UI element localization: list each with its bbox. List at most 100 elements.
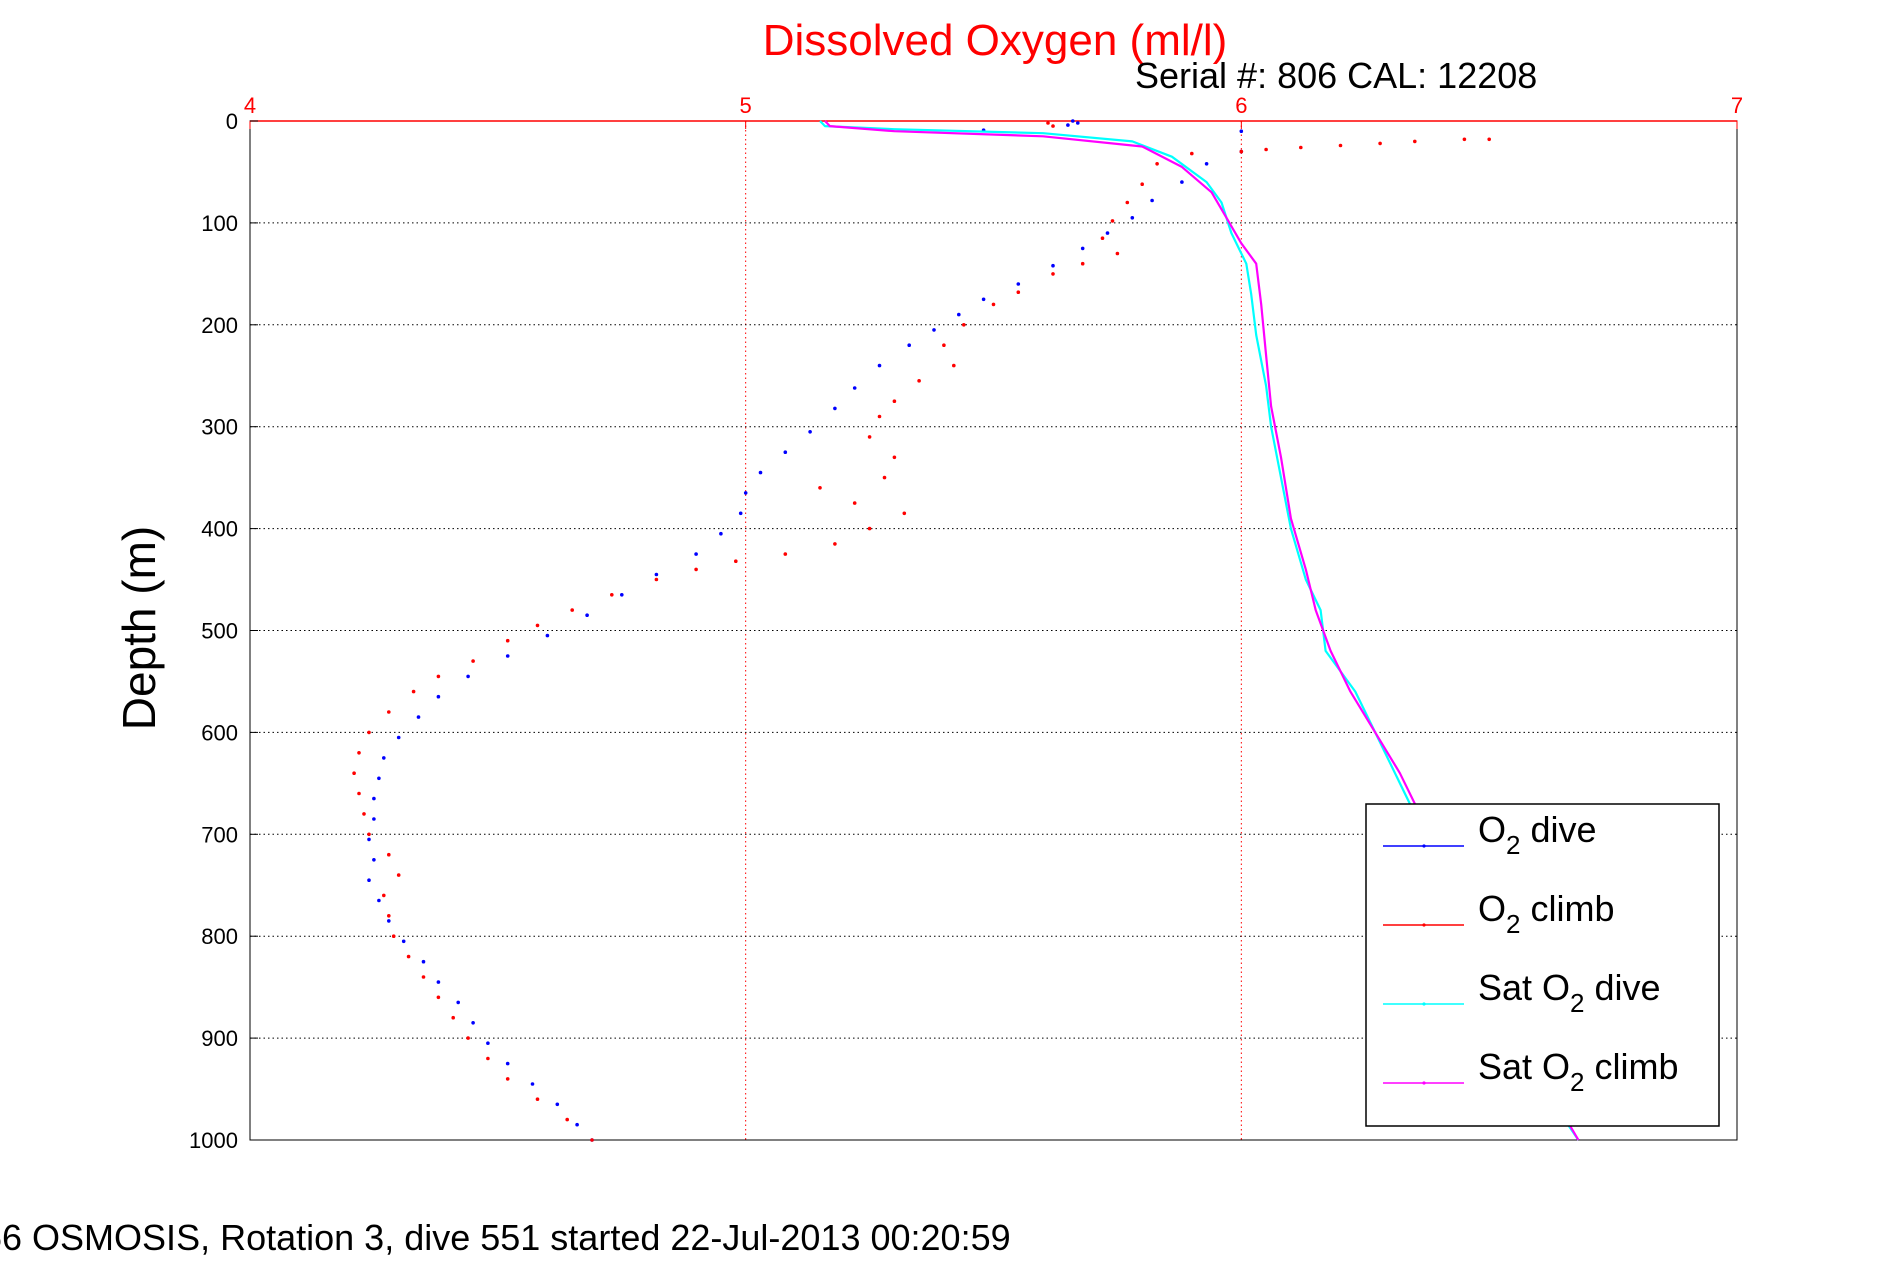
data-point-o2_climb (382, 893, 386, 898)
data-point-o2_climb (818, 486, 822, 490)
chart-subtitle: Serial #: 806 CAL: 12208 (1135, 55, 1537, 96)
data-point-o2_climb (1299, 145, 1303, 150)
data-point-o2_dive (555, 1102, 560, 1107)
data-point-o2_dive (367, 837, 371, 842)
data-point-o2_dive (471, 1021, 475, 1025)
data-point-o2_dive (545, 633, 550, 638)
data-point-o2_climb (694, 567, 698, 572)
data-point-o2_dive (719, 531, 723, 536)
data-point-o2_dive (505, 654, 510, 658)
data-point-o2_climb (1264, 147, 1268, 152)
y-tick-label: 200 (201, 313, 238, 338)
data-point-o2_climb (362, 812, 366, 816)
data-point-o2_climb (1051, 124, 1055, 128)
data-point-o2_climb (486, 1056, 490, 1061)
data-point-o2_climb (391, 934, 396, 938)
data-point-o2_dive (377, 776, 381, 781)
data-point-o2_dive (466, 674, 470, 679)
data-point-o2_dive (1130, 216, 1135, 220)
data-point-o2_climb (471, 659, 475, 663)
data-point-o2_dive (372, 796, 376, 801)
data-point-o2_dive (382, 756, 386, 760)
data-point-o2_dive (1105, 231, 1110, 235)
legend-label-o2_climb: O2 climb (1478, 888, 1615, 939)
data-point-o2_climb (535, 623, 540, 628)
y-tick-label: 600 (201, 720, 238, 745)
legend-marker-o2_dive (1422, 844, 1426, 848)
legend-entry-sat_dive: Sat O2 dive (1383, 967, 1661, 1018)
data-point-o2_climb (734, 559, 738, 563)
data-point-o2_dive (877, 363, 882, 368)
data-point-o2_dive (808, 430, 812, 434)
data-point-o2_climb (952, 363, 956, 368)
data-point-o2_climb (877, 414, 882, 419)
data-point-o2_dive (585, 613, 589, 617)
data-point-o2_dive (1150, 198, 1154, 203)
x-axis: 4 5 6 7 (244, 93, 1743, 129)
data-point-o2_dive (530, 1082, 535, 1086)
legend-marker-sat_dive (1422, 1002, 1426, 1006)
data-point-o2_climb (590, 1138, 594, 1142)
series-o2_dive (367, 119, 1244, 1142)
data-point-o2_climb (1115, 251, 1120, 256)
data-point-o2_climb (451, 1015, 456, 1020)
x-tick-label: 4 (244, 93, 256, 118)
data-point-o2_climb (406, 954, 411, 959)
x-tick-label: 5 (740, 93, 752, 118)
legend-box (1365, 803, 1720, 1127)
data-point-o2_climb (1239, 149, 1244, 154)
data-point-o2_dive (367, 878, 371, 882)
data-point-o2_dive (416, 715, 421, 719)
data-point-o2_climb (962, 323, 966, 327)
data-point-o2_climb (1051, 272, 1055, 276)
data-point-o2_climb (1080, 261, 1085, 266)
data-point-o2_climb (466, 1036, 470, 1040)
legend-entry-o2_climb: O2 climb (1383, 888, 1615, 939)
legend-marker-sat_climb (1422, 1081, 1426, 1085)
y-axis: 0 100 200 300 400 500 600 700 800 900 1000 (189, 109, 258, 1153)
data-point-o2_climb (1190, 151, 1194, 156)
legend-entries: O2 dive O2 climb Sat O2 dive Sat O2 climb (1383, 809, 1679, 1097)
data-point-o2_climb (387, 710, 391, 714)
data-point-o2_dive (486, 1041, 490, 1045)
data-point-o2_dive (436, 980, 441, 984)
data-point-o2_climb (942, 343, 946, 348)
chart-title: Dissolved Oxygen (ml/l) (763, 16, 1228, 65)
data-point-o2_dive (957, 312, 961, 317)
data-point-o2_dive (396, 735, 401, 740)
data-point-o2_climb (411, 689, 416, 694)
data-point-o2_climb (867, 435, 872, 439)
x-tick-label: 6 (1235, 93, 1247, 118)
y-tick-label: 400 (201, 517, 238, 542)
data-point-o2_dive (833, 406, 837, 411)
data-point-o2_climb (436, 995, 441, 1000)
data-point-o2_climb (1100, 236, 1105, 240)
data-point-o2_climb (367, 832, 371, 837)
data-point-o2_climb (867, 526, 872, 531)
data-point-o2_dive (654, 572, 659, 577)
data-point-o2_dive (1204, 162, 1209, 166)
data-point-o2_dive (372, 858, 376, 862)
data-point-o2_climb (1378, 141, 1382, 146)
data-point-o2_climb (902, 511, 907, 516)
data-point-o2_dive (620, 593, 624, 597)
data-point-o2_dive (852, 386, 857, 390)
data-point-o2_dive (738, 511, 743, 516)
data-point-o2_climb (654, 577, 659, 582)
data-point-o2_climb (505, 638, 510, 643)
data-point-o2_climb (1338, 143, 1343, 148)
data-point-o2_dive (505, 1061, 510, 1066)
data-point-o2_climb (535, 1097, 540, 1101)
data-point-o2_climb (396, 873, 401, 877)
data-point-o2_climb (367, 730, 371, 735)
data-point-o2_climb (505, 1077, 510, 1081)
legend-label-sat_dive: Sat O2 dive (1478, 967, 1661, 1018)
data-point-o2_climb (1016, 290, 1021, 295)
y-tick-label: 500 (201, 619, 238, 644)
x-tick-label: 7 (1731, 93, 1743, 118)
data-point-o2_climb (1462, 137, 1467, 142)
data-point-o2_dive (401, 939, 406, 944)
data-point-o2_dive (575, 1122, 579, 1127)
y-tick-label: 300 (201, 415, 238, 440)
data-point-o2_climb (882, 475, 887, 480)
